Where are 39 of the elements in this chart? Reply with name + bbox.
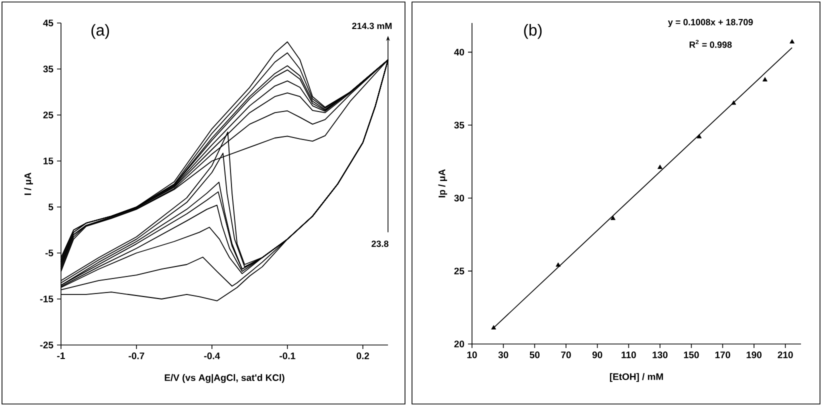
x-tick-label: -0.7 (128, 352, 144, 360)
x-axis-title: E/V (vs Ag|AgCl, sat'd KCl) (164, 374, 284, 384)
x-tick-label: -1 (57, 352, 65, 360)
y-tick-label: 40 (454, 48, 464, 56)
y-tick-label: 25 (454, 268, 464, 274)
x-tick-label: 210 (778, 352, 793, 358)
x-tick-label: -0.1 (280, 352, 296, 360)
x-tick-label: -0.4 (204, 352, 220, 360)
y-tick-label: 5 (48, 204, 54, 210)
y-tick-label: -5 (45, 250, 54, 256)
annotation: y = 0.1008x + 18.709 (668, 18, 753, 28)
x-tick-label: 90 (592, 352, 602, 358)
chart-title: (a) (91, 24, 109, 39)
x-tick-label: 50 (530, 352, 540, 358)
x-tick-label: 150 (684, 352, 699, 358)
x-tick-label: 10 (467, 352, 477, 358)
x-tick-label: 110 (622, 352, 636, 358)
x-tick-label: 190 (746, 352, 762, 358)
x-tick-label: 170 (715, 352, 730, 358)
annotation: 214.3 mM (352, 22, 392, 30)
y-tick-label: 30 (454, 194, 464, 202)
x-tick-label: 0.2 (356, 352, 370, 360)
y-tick-label: -25 (40, 342, 54, 348)
y-axis-title: Ip / μA (438, 169, 448, 198)
x-tick-label: 130 (652, 352, 668, 358)
chart-title: (b) (524, 24, 542, 39)
y-tick-label: 35 (43, 66, 54, 72)
x-tick-label: 30 (498, 352, 508, 358)
y-axis-title: I / μA (24, 172, 33, 195)
y-tick-label: 35 (454, 122, 464, 128)
y-tick-label: 25 (43, 112, 54, 118)
x-tick-label: 70 (561, 352, 571, 358)
x-axis-title: [EtOH] / mM (610, 373, 663, 382)
annotation: R$^{2}$ = 0.998 (690, 40, 732, 48)
y-tick-label: 20 (454, 340, 464, 348)
y-tick-label: -15 (40, 296, 54, 302)
y-tick-label: 15 (44, 158, 54, 164)
annotation: 23.8 (372, 240, 388, 248)
y-tick-label: 45 (43, 20, 54, 26)
